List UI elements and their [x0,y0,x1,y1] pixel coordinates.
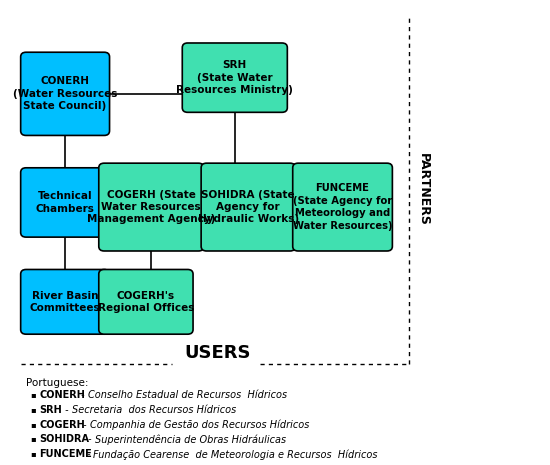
FancyBboxPatch shape [21,270,109,334]
FancyBboxPatch shape [293,163,392,251]
Text: SOHIDRA: SOHIDRA [40,434,90,445]
Text: Superintendência de Obras Hidráulicas: Superintendência de Obras Hidráulicas [95,434,286,445]
Text: River Basin
Committees: River Basin Committees [30,291,101,313]
Text: FUNCEME: FUNCEME [40,449,92,459]
Text: -: - [78,390,88,400]
FancyBboxPatch shape [21,52,109,135]
Text: PARTNERS: PARTNERS [417,153,430,226]
Text: Secretaria  dos Recursos Hídricos: Secretaria dos Recursos Hídricos [72,405,236,415]
Text: CONERH
(Water Resources
State Council): CONERH (Water Resources State Council) [13,76,117,111]
Text: ▪: ▪ [30,420,36,429]
Text: -: - [84,449,94,459]
Text: USERS: USERS [184,344,251,362]
Text: COGERH: COGERH [40,420,85,430]
Text: SRH
(State Water
Resources Ministry): SRH (State Water Resources Ministry) [177,60,293,95]
FancyBboxPatch shape [201,163,295,251]
Text: Portuguese:: Portuguese: [26,378,89,388]
Text: SOHIDRA (State
Agency for
Hydraulic Works): SOHIDRA (State Agency for Hydraulic Work… [197,190,299,225]
FancyBboxPatch shape [21,168,109,237]
Text: FUNCEME
(State Agency for
Meteorology and
Water Resources): FUNCEME (State Agency for Meteorology an… [293,184,392,231]
Text: ▪: ▪ [30,405,36,414]
Text: Fundação Cearense  de Meteorologia e Recursos  Hídricos: Fundação Cearense de Meteorologia e Recu… [94,449,378,460]
Text: SRH: SRH [40,405,62,415]
Text: ▪: ▪ [30,434,36,444]
FancyBboxPatch shape [182,43,287,113]
Text: Companhia de Gestão dos Recursos Hídricos: Companhia de Gestão dos Recursos Hídrico… [90,420,309,430]
Text: COGERH (State
Water Resources
Management Agency): COGERH (State Water Resources Management… [87,190,216,225]
FancyBboxPatch shape [99,270,193,334]
Text: COGERH's
Regional Offices: COGERH's Regional Offices [98,291,194,313]
Text: CONERH: CONERH [40,390,85,400]
Text: Conselho Estadual de Recursos  Hídricos: Conselho Estadual de Recursos Hídricos [88,390,287,400]
Text: ▪: ▪ [30,449,36,458]
Text: Technical
Chambers: Technical Chambers [36,191,95,213]
Text: -: - [62,405,72,415]
FancyBboxPatch shape [99,163,204,251]
Text: -: - [80,420,90,430]
Text: -: - [85,434,95,445]
Text: ▪: ▪ [30,390,36,399]
